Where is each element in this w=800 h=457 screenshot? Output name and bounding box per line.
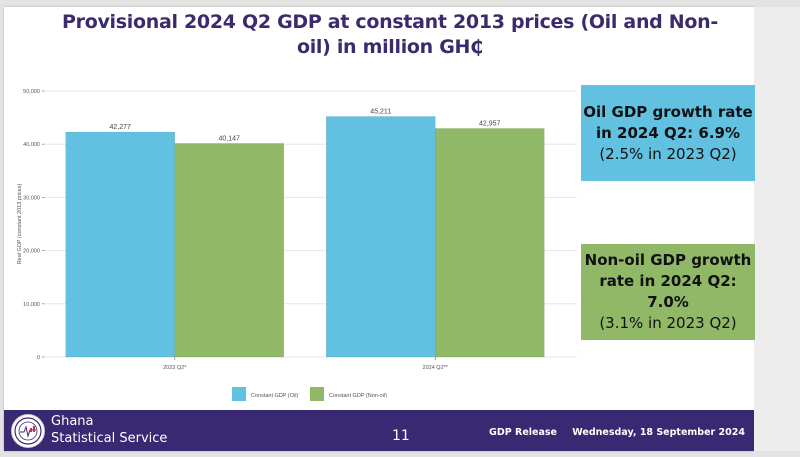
- data-label: 42,277: [110, 124, 132, 131]
- gss-logo-icon: [11, 414, 45, 448]
- y-tick-label: 10,000: [23, 302, 40, 308]
- release-label: GDP Release: [489, 427, 557, 438]
- y-tick-label: 30,000: [23, 195, 40, 201]
- nonoil-growth-headline: Non-oil GDP growth rate in 2024 Q2: 7.0%: [584, 251, 752, 311]
- bar-nonoil: [174, 143, 284, 358]
- bar-oil: [326, 116, 436, 358]
- y-tick-label: 50,000: [23, 89, 40, 95]
- oil-growth-previous: (2.5% in 2023 Q2): [599, 144, 737, 163]
- release-info: GDP Release Wednesday, 18 September 2024: [489, 427, 745, 438]
- footer-bar: Ghana Statistical Service 11 GDP Release…: [4, 410, 754, 451]
- y-tick-label: 40,000: [23, 142, 40, 148]
- slide-title: Provisional 2024 Q2 GDP at constant 2013…: [62, 11, 718, 58]
- release-date: Wednesday, 18 September 2024: [572, 427, 745, 438]
- nonoil-growth-callout: Non-oil GDP growth rate in 2024 Q2: 7.0%…: [581, 244, 755, 340]
- y-tick-label: 20,000: [23, 249, 40, 255]
- oil-growth-headline: Oil GDP growth rate in 2024 Q2: 6.9%: [583, 102, 753, 142]
- bar-nonoil: [435, 128, 545, 358]
- slide-margin: [754, 7, 800, 451]
- legend-label: Constant GDP (Oil): [251, 393, 298, 399]
- data-label: 40,147: [219, 135, 241, 142]
- legend-swatch-oil: [232, 387, 246, 401]
- organization-name: Ghana Statistical Service: [51, 414, 168, 446]
- oil-growth-callout: Oil GDP growth rate in 2024 Q2: 6.9% (2.…: [581, 85, 755, 181]
- legend-swatch-nonoil: [310, 387, 324, 401]
- legend-label: Constant GDP (Non-oil): [329, 393, 387, 399]
- page-number: 11: [392, 428, 410, 444]
- bar-oil: [65, 131, 175, 358]
- data-label: 42,957: [479, 120, 501, 127]
- data-label: 45,211: [370, 108, 391, 115]
- y-tick-label: 0: [37, 355, 40, 361]
- x-tick-label: 2024 Q2**: [423, 365, 449, 371]
- nonoil-growth-previous: (3.1% in 2023 Q2): [599, 314, 737, 332]
- x-tick-label: 2023 Q2*: [163, 365, 187, 371]
- y-axis-label: Real GDP (constant 2013 prices): [17, 184, 23, 265]
